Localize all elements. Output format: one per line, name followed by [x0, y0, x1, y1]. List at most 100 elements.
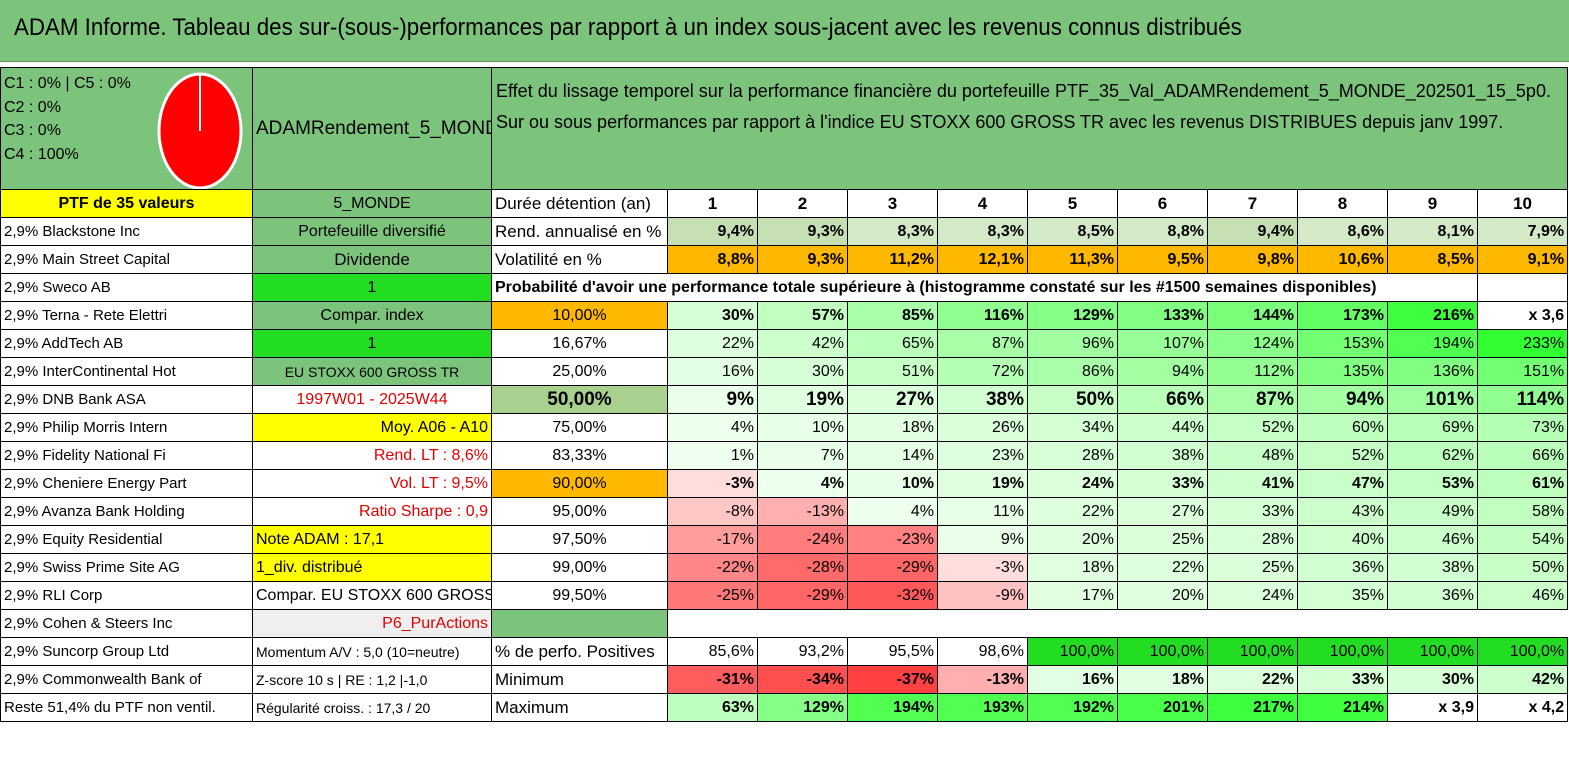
- probability-value: 46%: [1387, 525, 1478, 554]
- holding-name: 2,9% Fidelity National Fi: [0, 441, 253, 470]
- probability-level: 16,67%: [491, 329, 668, 358]
- rend-value: 8,3%: [937, 217, 1028, 246]
- minimum-value: -13%: [937, 665, 1028, 694]
- maximum-value: 63%: [667, 693, 758, 722]
- probability-level: 99,50%: [491, 581, 668, 610]
- rend-value: 9,4%: [1207, 217, 1298, 246]
- info-cell: EU STOXX 600 GROSS TR: [252, 357, 492, 386]
- positive-label: % de perfo. Positives: [491, 637, 668, 666]
- probability-value: 4%: [757, 469, 848, 498]
- probability-value: -24%: [757, 525, 848, 554]
- probability-value: 65%: [847, 329, 938, 358]
- probability-value: 86%: [1027, 357, 1118, 386]
- holding-name: 2,9% Swiss Prime Site AG: [0, 553, 253, 582]
- composition-line: C1 : 0% | C5 : 0%: [4, 75, 131, 92]
- info-cell: Régularité croiss. : 17,3 / 20: [252, 693, 492, 722]
- vol-value: 8,8%: [667, 245, 758, 274]
- probability-value: -32%: [847, 581, 938, 610]
- probability-value: 7%: [757, 441, 848, 470]
- positive-value: 100,0%: [1027, 637, 1118, 666]
- probability-value: 129%: [1027, 301, 1118, 330]
- positive-value: 100,0%: [1297, 637, 1388, 666]
- vol-value: 9,3%: [757, 245, 848, 274]
- probability-value: 51%: [847, 357, 938, 386]
- probability-level: 95,00%: [491, 497, 668, 526]
- info-cell: Portefeuille diversifié: [252, 217, 492, 246]
- probability-value: 133%: [1117, 301, 1208, 330]
- table-row: Reste 51,4% du PTF non ventil. Régularité…: [0, 693, 1569, 722]
- minimum-value: 18%: [1117, 665, 1208, 694]
- positive-value: 93,2%: [757, 637, 848, 666]
- probability-value: 9%: [667, 385, 758, 414]
- minimum-value: 16%: [1027, 665, 1118, 694]
- probability-value: 10%: [847, 469, 938, 498]
- probability-value: 233%: [1476, 329, 1569, 358]
- rend-value: 8,5%: [1027, 217, 1118, 246]
- performance-table: C1 : 0% | C5 : 0% C2 : 0% C3 : 0% C4 : 1…: [0, 67, 1569, 722]
- info-cell: P6_PurActions: [252, 609, 492, 638]
- holding-name: 2,9% AddTech AB: [0, 329, 253, 358]
- probability-value: 73%: [1476, 413, 1569, 442]
- vol-value: 11,2%: [847, 245, 938, 274]
- probability-value: 48%: [1207, 441, 1298, 470]
- year-header: 10: [1476, 189, 1569, 218]
- probability-value: 28%: [1207, 525, 1298, 554]
- probability-value: 10%: [757, 413, 848, 442]
- maximum-value: x 4,2: [1476, 693, 1569, 722]
- probability-value: 153%: [1297, 329, 1388, 358]
- positive-value: 100,0%: [1117, 637, 1208, 666]
- year-header: 6: [1117, 189, 1208, 218]
- rend-value: 9,4%: [667, 217, 758, 246]
- table-row: 2,9% Equity Residential Note ADAM : 17,1 9…: [0, 525, 1569, 554]
- rend-label: Rend. annualisé en %: [491, 217, 668, 246]
- probability-value: 33%: [1207, 497, 1298, 526]
- probability-value: -29%: [757, 581, 848, 610]
- composition-cell: C1 : 0% | C5 : 0% C2 : 0% C3 : 0% C4 : 1…: [0, 67, 253, 190]
- table-row: 2,9% Philip Morris Intern Moy. A06 - A10 7…: [0, 413, 1569, 442]
- probability-value: -8%: [667, 497, 758, 526]
- allocation-pie-chart: [157, 72, 243, 189]
- positive-value: 98,6%: [937, 637, 1028, 666]
- vol-value: 9,1%: [1476, 245, 1569, 274]
- year-header: 5: [1027, 189, 1118, 218]
- probability-value: 62%: [1387, 441, 1478, 470]
- probability-level: 25,00%: [491, 357, 668, 386]
- probability-value: 52%: [1207, 413, 1298, 442]
- year-header: 4: [937, 189, 1028, 218]
- green-spacer: [491, 609, 668, 638]
- info-cell: 1_div. distribué: [252, 553, 492, 582]
- probability-value: 1%: [667, 441, 758, 470]
- composition-line: C3 : 0%: [4, 122, 61, 139]
- probability-level: 10,00%: [491, 301, 668, 330]
- probability-value: -17%: [667, 525, 758, 554]
- minimum-value: -34%: [757, 665, 848, 694]
- probability-value: 4%: [847, 497, 938, 526]
- maximum-value: 214%: [1297, 693, 1388, 722]
- probability-value: 9%: [937, 525, 1028, 554]
- probability-value: 85%: [847, 301, 938, 330]
- minimum-value: 42%: [1476, 665, 1569, 694]
- holding-name: 2,9% DNB Bank ASA: [0, 385, 253, 414]
- holding-name: 2,9% RLI Corp: [0, 581, 253, 610]
- probability-level: 50,00%: [491, 385, 668, 414]
- probability-value: 194%: [1387, 329, 1478, 358]
- probability-value: 58%: [1476, 497, 1569, 526]
- positive-value: 100,0%: [1387, 637, 1478, 666]
- probability-value: -25%: [667, 581, 758, 610]
- probability-value: 124%: [1207, 329, 1298, 358]
- probability-value: 27%: [1117, 497, 1208, 526]
- probability-value: 28%: [1027, 441, 1118, 470]
- rend-value: 7,9%: [1476, 217, 1569, 246]
- vol-value: 11,3%: [1027, 245, 1118, 274]
- holding-name: 2,9% Commonwealth Bank of: [0, 665, 253, 694]
- info-cell: Moy. A06 - A10: [252, 413, 492, 442]
- probability-value: 18%: [1027, 553, 1118, 582]
- probability-value: 25%: [1207, 553, 1298, 582]
- info-cell: Compar. index: [252, 301, 492, 330]
- probability-value: 20%: [1117, 581, 1208, 610]
- probability-value: 52%: [1297, 441, 1388, 470]
- table-row: 2,9% Commonwealth Bank of Z-score 10 s | …: [0, 665, 1569, 694]
- composition-line: C4 : 100%: [4, 145, 79, 163]
- probability-value: 18%: [847, 413, 938, 442]
- probability-value: 24%: [1027, 469, 1118, 498]
